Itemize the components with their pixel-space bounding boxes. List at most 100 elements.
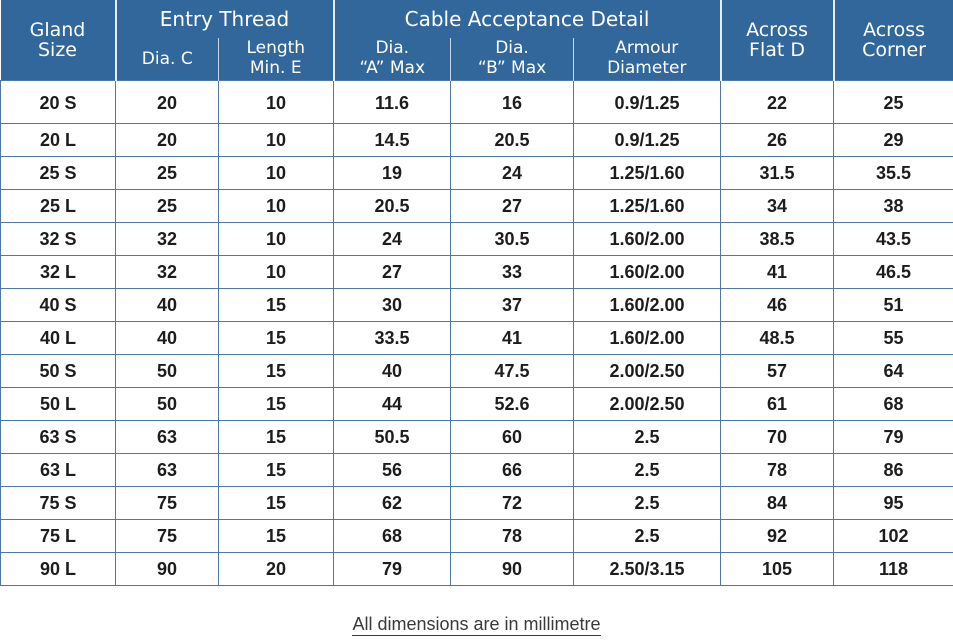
header-text: Diameter: [607, 58, 687, 78]
header-text: Gland: [29, 19, 86, 41]
units-note: All dimensions are in millimetre: [352, 614, 601, 636]
table-cell: 63: [115, 420, 219, 454]
table-cell: 16: [450, 80, 575, 124]
table-body: 20 S 20 10 11.6 16 0.9/1.25 22 25 20 L 20 10 14.5 20…: [0, 80, 953, 586]
table-cell: 41: [720, 255, 835, 289]
table-cell: 14.5: [333, 123, 452, 157]
table-cell: 20.5: [333, 189, 452, 223]
table-row: 50 L 50 15 44 52.6 2.00/2.50 61 68: [0, 387, 953, 421]
table-cell: 63: [115, 453, 219, 487]
table-cell: 0.9/1.25: [573, 123, 722, 157]
table-cell: 92: [720, 519, 835, 553]
table-cell: 22: [720, 80, 835, 124]
table-cell: 70: [720, 420, 835, 454]
table-cell: 64: [833, 354, 953, 388]
table-cell: 68: [833, 387, 953, 421]
table-cell: 55: [833, 321, 953, 355]
table-cell: 10: [217, 255, 335, 289]
table-cell: 63 L: [0, 453, 116, 487]
table-cell: 50: [115, 354, 219, 388]
table-cell: 90 L: [0, 552, 116, 586]
table-cell: 50.5: [333, 420, 452, 454]
table-cell: 34: [720, 189, 835, 223]
table-cell: 105: [720, 552, 835, 586]
table-cell: 33: [450, 255, 575, 289]
table-cell: 33.5: [333, 321, 452, 355]
table-cell: 20.5: [450, 123, 575, 157]
table-row: 25 L 25 10 20.5 27 1.25/1.60 34 38: [0, 189, 953, 223]
table-cell: 25 S: [0, 156, 116, 190]
table-cell: 15: [217, 321, 335, 355]
table-cell: 1.60/2.00: [573, 288, 722, 322]
table-cell: 31.5: [720, 156, 835, 190]
header-cable-acceptance: Cable Acceptance Detail: [332, 0, 721, 38]
table-cell: 1.60/2.00: [573, 222, 722, 256]
table-cell: 25 L: [0, 189, 116, 223]
table-cell: 40 S: [0, 288, 116, 322]
table-cell: 27: [333, 255, 452, 289]
table-cell: 44: [333, 387, 452, 421]
table-cell: 38.5: [720, 222, 835, 256]
table-cell: 66: [450, 453, 575, 487]
table-cell: 15: [217, 354, 335, 388]
table-cell: 46: [720, 288, 835, 322]
table-cell: 79: [333, 552, 452, 586]
table-cell: 32: [115, 255, 219, 289]
table-cell: 15: [217, 486, 335, 520]
table-cell: 15: [217, 453, 335, 487]
header-across-corner: Across Corner: [832, 0, 953, 81]
table-cell: 48.5: [720, 321, 835, 355]
table-row: 20 S 20 10 11.6 16 0.9/1.25 22 25: [0, 80, 953, 124]
table-cell: 38: [833, 189, 953, 223]
table-cell: 32: [115, 222, 219, 256]
table-row: 63 L 63 15 56 66 2.5 78 86: [0, 453, 953, 487]
header-text: Min. E: [249, 58, 302, 78]
table-cell: 27: [450, 189, 575, 223]
table-cell: 102: [833, 519, 953, 553]
table-cell: 2.5: [573, 519, 722, 553]
caption: All dimensions are in millimetre: [0, 614, 953, 636]
table-row: 75 S 75 15 62 72 2.5 84 95: [0, 486, 953, 520]
table-cell: 40 L: [0, 321, 116, 355]
table-cell: 118: [833, 552, 953, 586]
table-cell: 24: [333, 222, 452, 256]
table-cell: 75 S: [0, 486, 116, 520]
table-cell: 1.25/1.60: [573, 156, 722, 190]
table-row: 75 L 75 15 68 78 2.5 92 102: [0, 519, 953, 553]
header-text: Dia.: [375, 38, 410, 58]
table-cell: 20: [217, 552, 335, 586]
header-length-min-e: Length Min. E: [217, 38, 334, 81]
table-cell: 46.5: [833, 255, 953, 289]
table-cell: 50 L: [0, 387, 116, 421]
table-cell: 32 L: [0, 255, 116, 289]
table-cell: 19: [333, 156, 452, 190]
table-cell: 43.5: [833, 222, 953, 256]
table-cell: 62: [333, 486, 452, 520]
table-cell: 2.5: [573, 453, 722, 487]
table-cell: 75: [115, 486, 219, 520]
table-cell: 51: [833, 288, 953, 322]
table-cell: 78: [720, 453, 835, 487]
header-armour-diameter: Armour Diameter: [573, 38, 721, 81]
table-cell: 24: [450, 156, 575, 190]
table-cell: 15: [217, 288, 335, 322]
header-text: Across: [863, 19, 925, 41]
table-cell: 1.25/1.60: [573, 189, 722, 223]
table-cell: 63 S: [0, 420, 116, 454]
table-cell: 79: [833, 420, 953, 454]
table-cell: 25: [833, 80, 953, 124]
table-cell: 56: [333, 453, 452, 487]
table-cell: 47.5: [450, 354, 575, 388]
header-across-flat: Across Flat D: [719, 0, 834, 81]
table-row: 63 S 63 15 50.5 60 2.5 70 79: [0, 420, 953, 454]
table-cell: 15: [217, 387, 335, 421]
table-cell: 1.60/2.00: [573, 255, 722, 289]
table-cell: 2.5: [573, 420, 722, 454]
table-cell: 10: [217, 123, 335, 157]
table-cell: 15: [217, 519, 335, 553]
table-cell: 50: [115, 387, 219, 421]
table-cell: 40: [333, 354, 452, 388]
table-cell: 40: [115, 288, 219, 322]
table-cell: 40: [115, 321, 219, 355]
table-row: 32 L 32 10 27 33 1.60/2.00 41 46.5: [0, 255, 953, 289]
